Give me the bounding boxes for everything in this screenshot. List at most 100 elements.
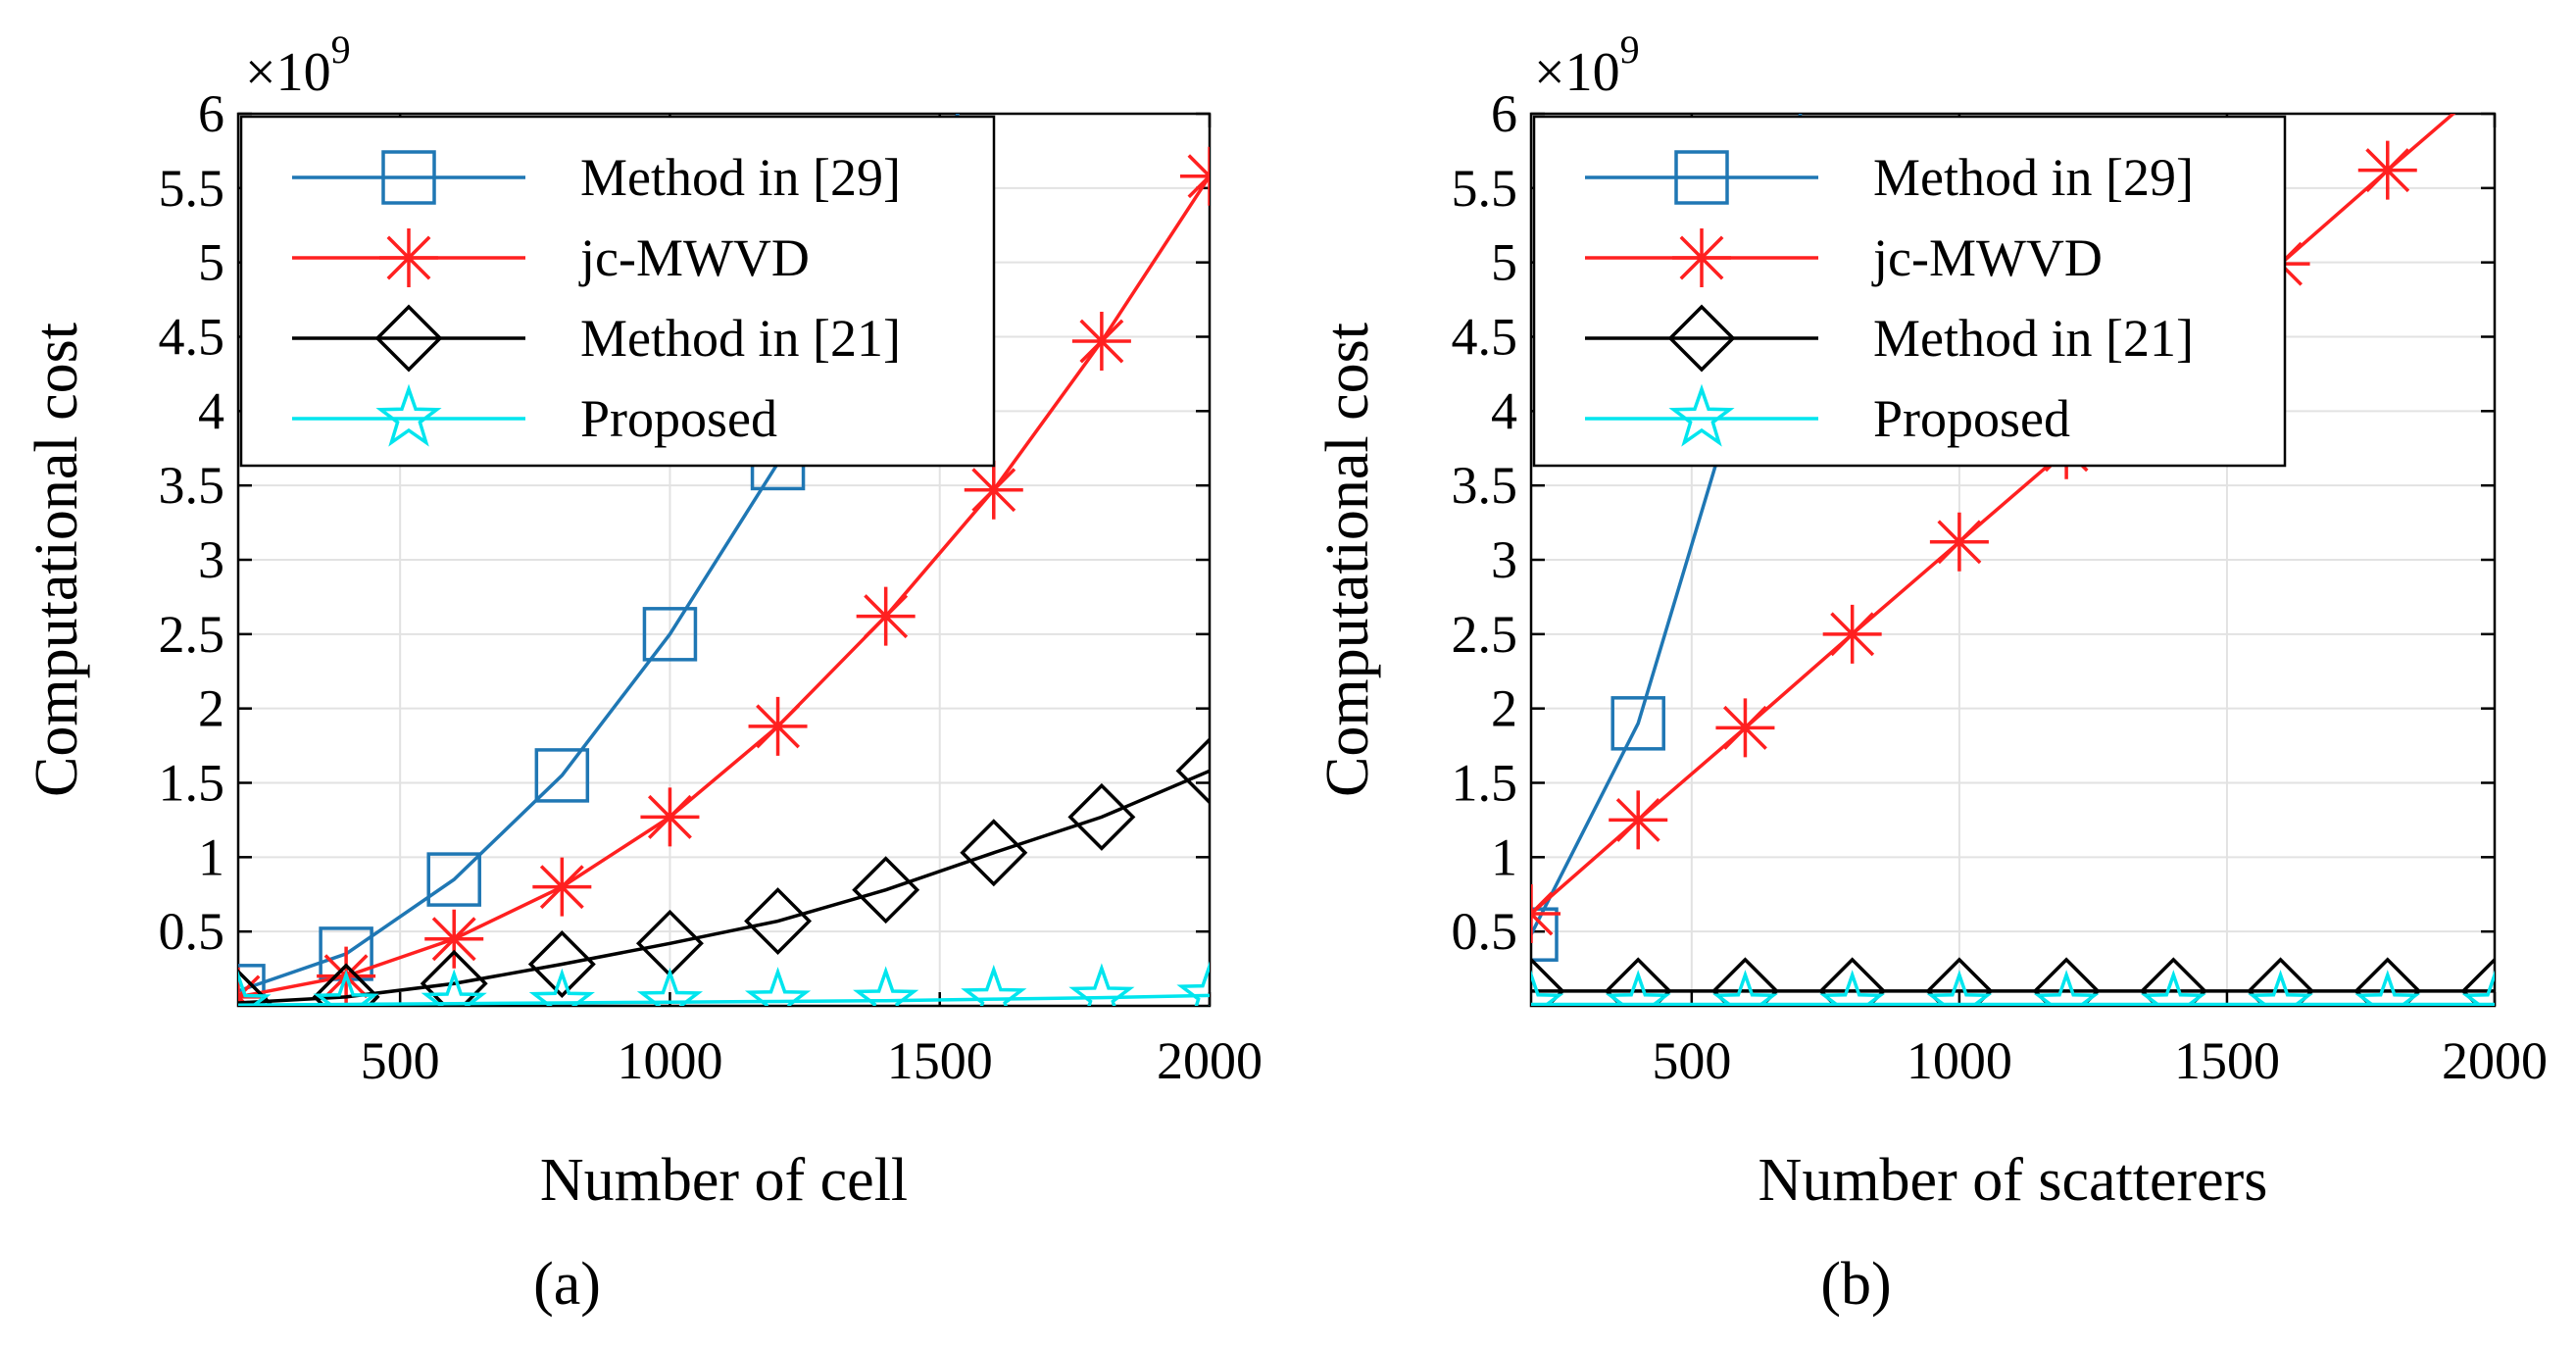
data-point-star [421,969,487,1006]
x-tick-label: 500 [361,1031,440,1090]
data-point-star [2354,970,2421,1006]
data-point-asterisk [640,787,700,847]
legend-label: Method in [29] [580,148,901,207]
data-point-star [1711,970,1779,1006]
legend: Method in [29] jc-MWVD Method in [21] Propo… [1532,115,2287,468]
data-point-diamond [2032,957,2101,1006]
data-point-star [1068,963,1135,1006]
panel-label: (a) [533,1251,601,1318]
data-point-diamond [1604,957,1672,1006]
data-point-diamond [2353,957,2422,1006]
data-point-star [2033,970,2100,1006]
data-point-diamond [238,969,272,1006]
data-point-diamond [2247,957,2315,1006]
data-point-star [961,964,1027,1006]
exponent-label: ×109 [245,27,351,103]
exponent-label: ×109 [1534,27,1640,103]
data-point-diamond [1710,957,1779,1006]
data-point-asterisk [856,586,916,646]
data-point-diamond [420,949,488,1006]
data-point-asterisk [2465,49,2524,108]
data-point-square [426,852,481,907]
data-point-asterisk [748,696,808,756]
data-point-star [238,970,272,1006]
legend-label: Method in [21] [580,309,901,368]
y-tick-label: 0.5 [1452,902,1518,961]
y-tick-label: 0.5 [159,902,225,961]
y-tick-label: 2.5 [159,605,225,664]
data-point-asterisk [424,909,484,969]
legend-marker-star [375,383,442,447]
x-tick-label: 2000 [2442,1031,2548,1090]
y-axis-label: Computational cost [1314,323,1381,797]
data-point-asterisk [1609,790,1668,850]
x-tick-label: 2000 [1157,1031,1263,1090]
legend-label: Proposed [580,389,777,448]
series-line-1 [1531,114,2456,916]
y-tick-label: 5 [1491,233,1517,292]
y-tick-label: 3.5 [1452,456,1518,515]
legend-marker-asterisk [1672,228,1731,287]
data-point-square [642,607,698,662]
data-point-star [1605,970,1671,1006]
legend-marker-square [1674,150,1729,205]
legend-label: jc-MWVD [578,228,810,287]
data-point-asterisk [1180,146,1210,206]
data-point-diamond [1531,957,1565,1006]
data-point-star [528,968,595,1006]
data-point-asterisk [964,460,1023,520]
data-point-star [313,970,379,1006]
x-tick-label: 1000 [1907,1031,2012,1090]
y-tick-label: 1 [198,827,224,886]
legend-marker-star [1668,383,1735,447]
data-point-diamond [2460,957,2495,1006]
data-point-asterisk [532,857,592,917]
y-tick-label: 3.5 [159,456,225,515]
chart-panel-b: 500 1000 1500 2000 0.5 1 1.5 2 2.5 3 3.5 4 4.5 5 5.5 6 ×… [1314,27,2548,1318]
legend-marker-diamond [1667,304,1736,373]
x-axis-label: Number of scatterers [1759,1147,2268,1214]
data-point-star [2140,970,2206,1006]
data-point-square [534,748,590,803]
y-tick-label: 2 [198,679,224,738]
data-point-star [1926,970,1993,1006]
chart-panel-a: 500 1000 1500 2000 0.5 1 1.5 2 2.5 3 3.5 4 4.5 5 5.5 6 ×… [24,14,1263,1318]
y-tick-label: 5 [198,233,224,292]
x-tick-label: 1500 [887,1031,993,1090]
y-tick-label: 6 [1491,84,1517,143]
y-tick-label: 5.5 [1452,159,1518,218]
data-point-square [968,14,1019,65]
data-point-star [2461,970,2495,1006]
data-point-asterisk [2357,140,2417,200]
data-point-star [744,967,812,1006]
legend-label: jc-MWVD [1871,228,2103,287]
legend-label: Proposed [1873,389,2070,448]
data-point-asterisk [1929,512,1989,572]
data-point-asterisk [1715,698,1775,758]
series-line-1 [238,175,1210,999]
data-point-diamond [1067,782,1136,851]
y-tick-label: 4 [1491,381,1517,440]
legend: Method in [29] jc-MWVD Method in [21] Propo… [239,115,996,468]
x-tick-label: 1500 [2174,1031,2280,1090]
legend-box [239,115,996,468]
series-line-0 [1531,114,1803,935]
y-tick-label: 3 [198,530,224,589]
y-tick-label: 1.5 [159,754,225,813]
exponent-power: 9 [1620,27,1640,72]
legend-marker-asterisk [379,228,438,287]
data-point-star [1176,961,1210,1006]
x-tick-label: 500 [1652,1031,1731,1090]
data-point-star [853,966,919,1006]
data-point-diamond [1925,957,1994,1006]
panel-label: (b) [1820,1251,1891,1318]
series-line-0 [238,114,961,993]
data-point-diamond [312,963,380,1006]
y-tick-label: 2 [1491,679,1517,738]
y-tick-label: 3 [1491,530,1517,589]
y-tick-label: 2.5 [1452,605,1518,664]
data-point-diamond [960,819,1028,887]
y-tick-label: 4 [198,381,224,440]
data-point-square [1531,907,1559,962]
data-point-diamond [1175,736,1210,805]
